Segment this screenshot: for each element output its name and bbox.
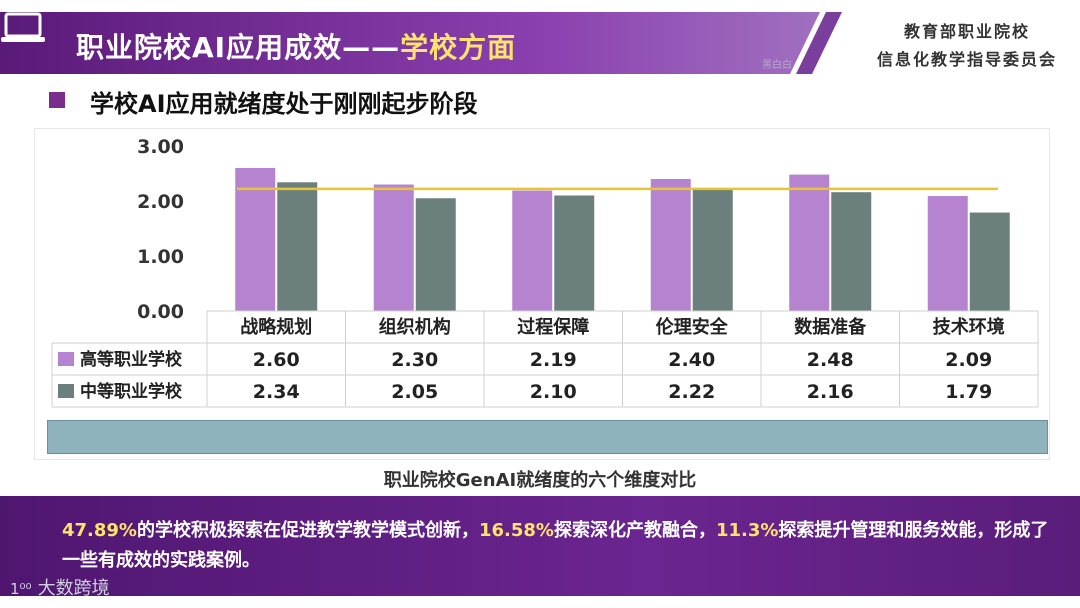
bar-higher-2	[512, 190, 553, 311]
category-label: 数据准备	[794, 316, 867, 338]
summary-text: 47.89%的学校积极探索在促进教学教学模式创新，16.58%探索深化产教融合，…	[62, 516, 1052, 576]
data-label: 2.19	[530, 349, 577, 371]
data-label: 2.22	[668, 381, 715, 403]
bar-secondary-1	[415, 198, 456, 311]
category-label: 组织机构	[379, 316, 451, 338]
data-label: 2.60	[253, 349, 300, 371]
laptop-icon	[1, 12, 45, 42]
section-subtitle: 学校AI应用就绪度处于刚刚起步阶段	[90, 90, 478, 118]
data-label: 2.30	[391, 349, 438, 371]
bar-higher-4	[789, 174, 830, 311]
bar-higher-3	[650, 179, 691, 311]
data-label: 2.09	[945, 349, 992, 371]
data-label: 2.16	[807, 381, 854, 403]
decorative-band	[47, 420, 1048, 454]
bar-higher-0	[235, 168, 276, 311]
y-tick-label: 1.00	[137, 246, 184, 268]
summary-text-3: 探索提升管理和服务效能，形成了一些有成效的实践案例。	[62, 520, 1049, 571]
bullet-square	[49, 92, 65, 108]
org-line-2: 信息化教学指导委员会	[876, 50, 1057, 69]
bar-secondary-2	[554, 195, 595, 311]
legend-label-1: 中等职业学校	[80, 381, 183, 402]
bar-higher-1	[373, 184, 414, 311]
watermark: 1⁰⁰ 大数跨境	[10, 574, 110, 600]
y-tick-label: 0.00	[137, 301, 184, 323]
title-banner-bg	[0, 12, 842, 74]
category-label: 战略规划	[240, 316, 312, 338]
summary-text-2: 探索深化产教融合，	[553, 520, 716, 541]
organization-name: 教育部职业院校 信息化教学指导委员会	[862, 18, 1072, 74]
category-label: 过程保障	[517, 316, 589, 338]
data-label: 2.10	[530, 381, 577, 403]
stat-2: 16.58%	[478, 520, 554, 541]
data-label: 2.48	[807, 349, 854, 371]
bar-chart: 3.00 2.00 1.00 0.00 战略规划 组织机构 过程保障 伦理安全 数据准备 技术环境…	[51, 136, 1039, 408]
legend-swatch-1	[58, 384, 74, 398]
small-mark: 黑白白	[762, 60, 792, 71]
y-tick-label: 2.00	[137, 191, 184, 213]
page-title: 职业院校AI应用成效——学校方面	[76, 31, 517, 64]
category-label: 技术环境	[933, 316, 1005, 338]
stat-1: 47.89%	[62, 520, 137, 541]
data-label: 2.05	[391, 381, 438, 403]
category-label: 伦理安全	[656, 316, 729, 338]
y-tick-label: 3.00	[137, 136, 184, 158]
summary-text-1: 的学校积极探索在促进教学教学模式创新，	[136, 520, 479, 541]
stat-3: 11.3%	[715, 520, 779, 541]
bar-higher-5	[927, 196, 968, 311]
data-label: 2.40	[668, 349, 715, 371]
bar-secondary-5	[969, 212, 1010, 311]
bar-secondary-3	[692, 188, 733, 311]
title-banner: 职业院校AI应用成效——学校方面 黑白白	[0, 12, 850, 74]
data-label: 2.34	[253, 381, 300, 403]
legend-swatch-0	[58, 352, 74, 366]
summary-banner: 47.89%的学校积极探索在促进教学教学模式创新，16.58%探索深化产教融合，…	[0, 496, 1080, 596]
legend-label-0: 高等职业学校	[80, 349, 183, 370]
watermark-text: 大数跨境	[37, 578, 110, 599]
bar-secondary-0	[277, 182, 318, 311]
chart-caption: 职业院校GenAI就绪度的六个维度对比	[383, 470, 697, 491]
data-label: 1.79	[945, 381, 992, 403]
bar-secondary-4	[831, 192, 872, 311]
watermark-logo-icon: 1⁰⁰	[10, 580, 32, 598]
org-line-1: 教育部职业院校	[903, 22, 1030, 41]
page-title-highlight: 学校方面	[400, 31, 517, 64]
